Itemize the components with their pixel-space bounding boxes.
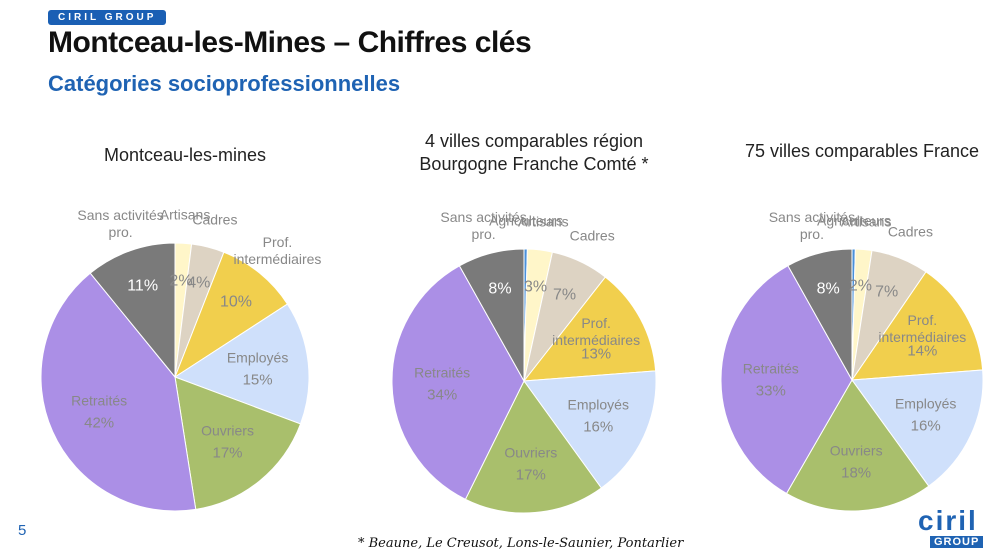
value-label: 14% <box>907 342 938 360</box>
category-label: Cadres <box>887 223 933 240</box>
pie-slice <box>40 272 197 512</box>
value-label: 2% <box>848 277 872 295</box>
value-label: 17% <box>515 466 546 484</box>
category-label: Cadres <box>569 227 615 244</box>
pie-slice <box>523 370 657 489</box>
pie-slice <box>720 265 853 495</box>
value-label: 18% <box>841 464 872 482</box>
category-label: Retraités <box>414 364 471 381</box>
logo: ciril <box>918 505 978 536</box>
category-label: Ouvriers <box>201 422 254 439</box>
pie-slice <box>850 271 984 381</box>
category-label: Employés <box>226 349 289 366</box>
category-label: Artisans <box>840 213 892 230</box>
value-label: 7% <box>552 286 577 304</box>
pie-slice <box>464 380 603 514</box>
category-label: Sans activités pro. <box>440 209 527 243</box>
category-label: Sans activités pro. <box>77 207 164 241</box>
pie-slice <box>787 248 853 382</box>
value-label: 4% <box>187 274 211 292</box>
value-label: 15% <box>242 371 273 389</box>
value-label: 8% <box>816 280 840 298</box>
category-label: Prof. intermédiaires <box>233 234 322 268</box>
logo-sub: GROUP <box>930 536 984 548</box>
category-label: Artisans <box>159 206 211 223</box>
value-label: 33% <box>755 382 786 400</box>
chart-title: 4 villes comparables région Bourgogne Fr… <box>419 131 649 174</box>
value-label: 13% <box>581 345 612 363</box>
value-label: 11% <box>127 277 159 295</box>
category-label: Employés <box>894 395 957 412</box>
value-label: 10% <box>219 293 252 311</box>
pie-slice <box>522 276 657 382</box>
category-label: Prof. intermédiaires <box>878 312 967 346</box>
page-number: 5 <box>18 522 27 539</box>
category-label: Ouvriers <box>829 442 883 459</box>
category-label: Prof. intermédiaires <box>552 315 641 349</box>
value-label: 2% <box>169 272 193 290</box>
value-label: 7% <box>875 283 899 301</box>
pie-slice <box>851 369 984 487</box>
category-label: Sans activités pro. <box>768 209 856 243</box>
pie-slice <box>785 379 930 512</box>
pie-slice <box>458 248 525 383</box>
badge: CIRIL GROUP <box>48 10 167 25</box>
pie-slice <box>89 242 176 379</box>
pie-slice <box>173 251 289 379</box>
title: Montceau-les-Mines – Chiffres clés <box>48 26 532 59</box>
category-label: Ouvriers <box>504 444 558 461</box>
value-label: 3% <box>523 278 548 296</box>
pie-slice <box>173 303 310 425</box>
chart-title: Montceau-les-mines <box>103 145 267 165</box>
value-label: 16% <box>910 417 941 435</box>
category-label: Cadres <box>192 211 238 228</box>
value-label: 16% <box>583 418 614 436</box>
footnote: * Beaune, Le Creusot, Lons-le-Saunier, P… <box>358 536 684 551</box>
pie-slice <box>174 376 302 510</box>
chart-title: 75 villes comparables France <box>744 141 980 161</box>
category-label: Agriculteurs <box>489 212 563 229</box>
value-label: 42% <box>84 414 115 432</box>
subtitle: Catégories socioprofessionnelles <box>48 71 401 96</box>
category-label: Employés <box>567 396 629 413</box>
category-label: Retraités <box>71 392 128 409</box>
pie-slice <box>391 265 525 500</box>
category-label: Artisans <box>518 213 569 230</box>
value-label: 8% <box>488 280 512 298</box>
value-label: 17% <box>212 444 243 462</box>
category-label: Agriculteurs <box>817 212 891 229</box>
category-label: Retraités <box>742 360 799 377</box>
value-label: 34% <box>427 386 458 404</box>
